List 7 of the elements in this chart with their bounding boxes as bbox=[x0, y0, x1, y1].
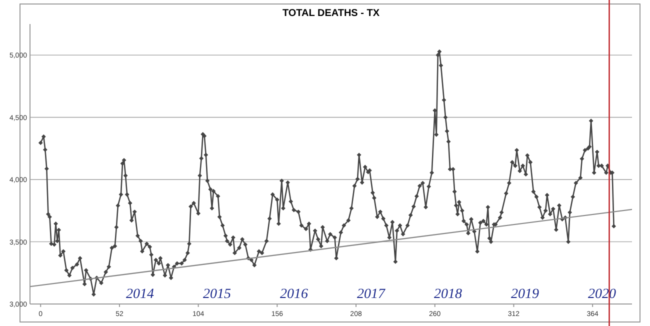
annotation: 2015 bbox=[203, 287, 231, 302]
chart-title: TOTAL DEATHS - TX bbox=[282, 8, 380, 19]
annotation: 2016 bbox=[280, 287, 308, 302]
annotation: 2017 bbox=[357, 287, 386, 302]
annotation: 2014 bbox=[126, 287, 154, 302]
annotation: 2019 bbox=[511, 287, 539, 302]
annotation: 2018 bbox=[434, 287, 462, 302]
